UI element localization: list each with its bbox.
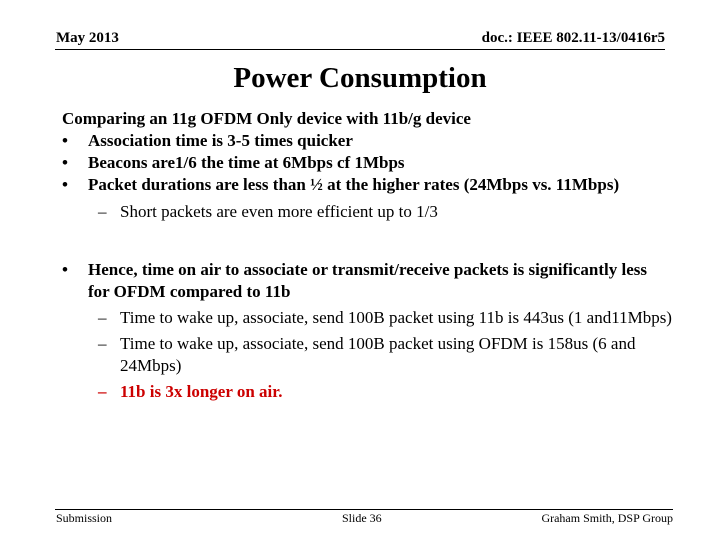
bullet-marker: •: [62, 175, 68, 194]
bullet-item: • Beacons are1/6 the time at 6Mbps cf 1M…: [62, 152, 672, 174]
bullet-marker: •: [62, 260, 68, 279]
bullet-marker: •: [62, 131, 68, 150]
sub-bullet-item: – Time to wake up, associate, send 100B …: [62, 333, 672, 377]
bullet-text: Association time is 3-5 times quicker: [88, 131, 353, 150]
bullet-text: Packet durations are less than ½ at the …: [88, 175, 620, 194]
bullet-text: Beacons are1/6 the time at 6Mbps cf 1Mbp…: [88, 153, 405, 172]
sub-bullet-text: Short packets are even more efficient up…: [120, 202, 438, 221]
dash-marker: –: [98, 334, 107, 353]
sub-bullet-item: – 11b is 3x longer on air.: [62, 381, 672, 403]
footer-submission: Submission: [56, 511, 113, 525]
header-date: May 2013: [56, 30, 119, 46]
header-doc-id: doc.: IEEE 802.11-13/0416r5: [481, 30, 665, 46]
sub-bullet-item: – Short packets are even more efficient …: [62, 201, 672, 223]
sub-bullet-text: Time to wake up, associate, send 100B pa…: [120, 308, 672, 327]
bullet-item: • Packet durations are less than ½ at th…: [62, 174, 672, 196]
dash-marker: –: [98, 382, 107, 401]
sub-bullet-item: – Time to wake up, associate, send 100B …: [62, 307, 672, 329]
slide-title: Power Consumption: [233, 62, 487, 94]
slide-body: Comparing an 11g OFDM Only device with 1…: [62, 108, 672, 403]
footer-slide-number: Slide 36: [342, 511, 382, 525]
footer-author: Graham Smith, DSP Group: [541, 511, 673, 525]
sub-bullet-text: Time to wake up, associate, send 100B pa…: [120, 334, 636, 375]
sub-bullet-text-highlight: 11b is 3x longer on air.: [120, 382, 283, 401]
bullet-item: • Association time is 3-5 times quicker: [62, 130, 672, 152]
dash-marker: –: [98, 308, 107, 327]
footer-divider: [55, 509, 673, 510]
intro-text: Comparing an 11g OFDM Only device with 1…: [62, 109, 471, 128]
bullet-item: • Hence, time on air to associate or tra…: [62, 259, 672, 303]
bullet-marker: •: [62, 153, 68, 172]
bullet-text: Hence, time on air to associate or trans…: [88, 260, 648, 301]
header-divider: [55, 49, 665, 50]
dash-marker: –: [98, 202, 107, 221]
